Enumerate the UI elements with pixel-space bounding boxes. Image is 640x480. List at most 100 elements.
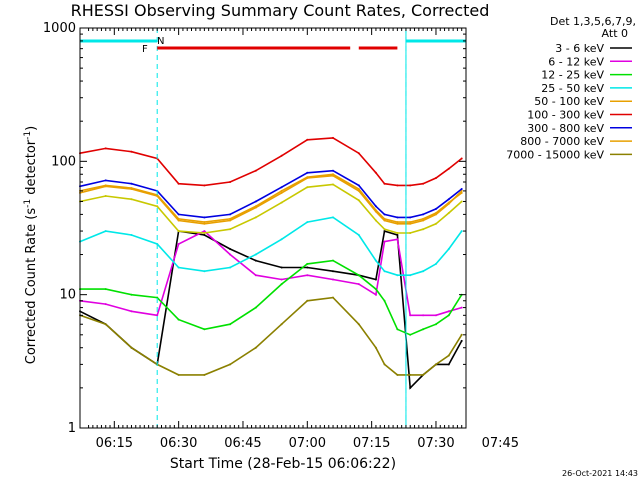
series-9-point-1 — [104, 195, 107, 197]
series-5-point-19 — [460, 157, 463, 160]
series-9-point-2 — [130, 198, 133, 201]
legend-label-1: 6 - 12 keV — [548, 55, 604, 68]
series-6-point-9 — [306, 171, 309, 174]
series-8-point-15 — [409, 373, 412, 376]
series-9-point-6 — [229, 228, 232, 231]
series-7-point-14 — [396, 221, 399, 224]
series-line-1 — [79, 230, 462, 317]
series-6-point-1 — [104, 179, 107, 182]
series-3-point-6 — [229, 266, 232, 269]
series-3-point-15 — [409, 274, 412, 277]
series-8-point-18 — [447, 354, 450, 357]
series-4-point-16 — [422, 219, 425, 222]
series-0-point-14 — [396, 234, 399, 236]
series-1-point-13 — [383, 240, 386, 243]
legend-label-3: 25 - 50 keV — [541, 82, 604, 95]
series-8-point-4 — [177, 373, 180, 376]
series-7-point-1 — [104, 184, 107, 187]
series-line-3 — [79, 216, 463, 277]
series-3-point-17 — [435, 262, 437, 265]
series-line-2 — [80, 259, 463, 336]
series-5-point-13 — [383, 182, 386, 185]
legend-label-5: 100 - 300 keV — [527, 109, 604, 122]
series-1-point-2 — [130, 310, 133, 313]
series-5-point-11 — [357, 152, 360, 155]
series-7-point-6 — [229, 217, 232, 220]
series-2-point-11 — [357, 274, 360, 277]
footer-timestamp: 26-Oct-2021 14:43 — [562, 469, 638, 478]
series-3-point-4 — [177, 266, 180, 269]
series-6-point-13 — [383, 213, 386, 216]
xtick-label-0: 06:15 — [96, 436, 133, 451]
series-8-point-11 — [357, 323, 360, 326]
series-6-point-18 — [447, 198, 450, 201]
legend-label-6: 300 - 800 keV — [527, 122, 604, 135]
series-8-point-13 — [383, 363, 386, 366]
y-axis-label: Corrected Count Rate (s-1 detector-1) — [23, 126, 39, 364]
series-0-point-7 — [254, 259, 257, 262]
xtick-label-5: 07:30 — [417, 436, 454, 451]
series-9-point-9 — [306, 186, 309, 189]
series-line-7 — [79, 173, 463, 223]
series-3-point-14 — [396, 274, 399, 277]
xtick-label-1: 06:30 — [160, 436, 197, 451]
series-1-point-1 — [104, 303, 107, 306]
series-line-0 — [79, 230, 463, 390]
series-3-point-2 — [130, 234, 133, 236]
series-3-point-18 — [447, 248, 450, 250]
series-1-point-19 — [460, 306, 463, 309]
series-3-point-12 — [374, 259, 377, 262]
series-4-point-5 — [203, 222, 206, 225]
series-8-point-17 — [435, 363, 437, 366]
series-4-point-13 — [383, 219, 386, 222]
series-7-point-15 — [409, 221, 412, 224]
series-7-point-13 — [383, 217, 386, 220]
series-9-point-11 — [357, 199, 360, 202]
series-9-point-15 — [409, 232, 412, 234]
series-9-point-16 — [422, 228, 425, 231]
series-line-4 — [79, 174, 463, 225]
series-7-point-16 — [422, 217, 425, 220]
series-2-point-14 — [396, 328, 399, 331]
series-2-point-18 — [447, 314, 450, 317]
series-8-point-9 — [306, 299, 309, 302]
series-8-point-19 — [460, 333, 463, 336]
series-9-point-3 — [156, 205, 159, 208]
series-3-point-10 — [332, 216, 334, 219]
series-8-point-8 — [280, 323, 283, 326]
series-line-5 — [79, 137, 463, 187]
series-5-point-14 — [396, 184, 399, 187]
series-5-point-18 — [447, 167, 450, 170]
series-line-9 — [79, 183, 463, 234]
series-1-point-16 — [422, 314, 425, 317]
series-6-point-19 — [460, 188, 463, 190]
series-1-point-6 — [229, 253, 232, 256]
series-4-point-14 — [396, 222, 399, 225]
series-0-point-6 — [229, 248, 232, 250]
series-5-point-6 — [229, 181, 232, 183]
series-3-point-8 — [280, 238, 283, 241]
series-6-point-7 — [254, 200, 257, 203]
series-7-point-11 — [357, 188, 360, 190]
series-5-point-5 — [203, 184, 206, 187]
series-2-point-16 — [422, 328, 425, 331]
series-9-point-5 — [203, 232, 206, 234]
series-3-point-11 — [357, 234, 360, 236]
series-9-point-13 — [383, 228, 386, 231]
series-7-point-18 — [447, 201, 450, 204]
ytick-label-2: 100 — [51, 154, 76, 169]
series-3-point-1 — [104, 230, 107, 233]
series-6-point-8 — [280, 186, 283, 189]
legend-label-4: 50 - 100 keV — [534, 95, 604, 108]
series-6-point-12 — [374, 205, 377, 208]
series-7-point-10 — [332, 173, 334, 176]
xtick-label-3: 07:00 — [289, 436, 326, 451]
series-2-point-8 — [280, 283, 283, 286]
series-9-point-10 — [332, 183, 334, 186]
series-8-point-14 — [396, 373, 399, 376]
legend-label-7: 800 - 7000 keV — [520, 135, 604, 148]
series-9-point-7 — [254, 216, 257, 219]
series-7-point-4 — [177, 217, 180, 220]
